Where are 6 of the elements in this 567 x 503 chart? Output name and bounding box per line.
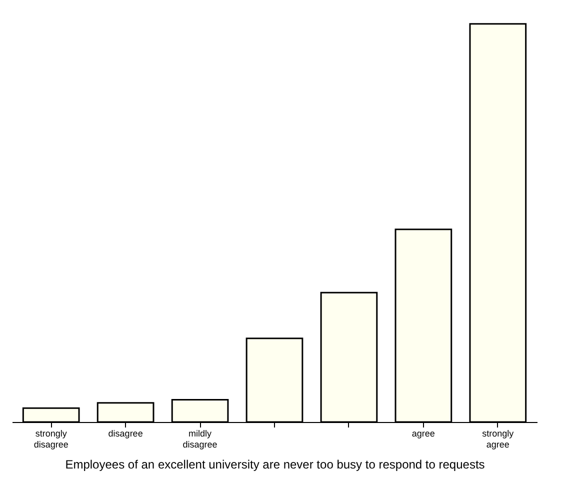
x-tick-label: agree [412, 428, 435, 438]
x-tick-label: mildly disagree [182, 428, 218, 450]
x-tick-label: strongly disagree [34, 428, 68, 450]
x-axis-title: Employees of an excellent university are never too busy to respond to requests [65, 458, 485, 472]
x-tick-label: strongly agree [482, 428, 514, 450]
x-tick-label: disagree [108, 428, 143, 438]
